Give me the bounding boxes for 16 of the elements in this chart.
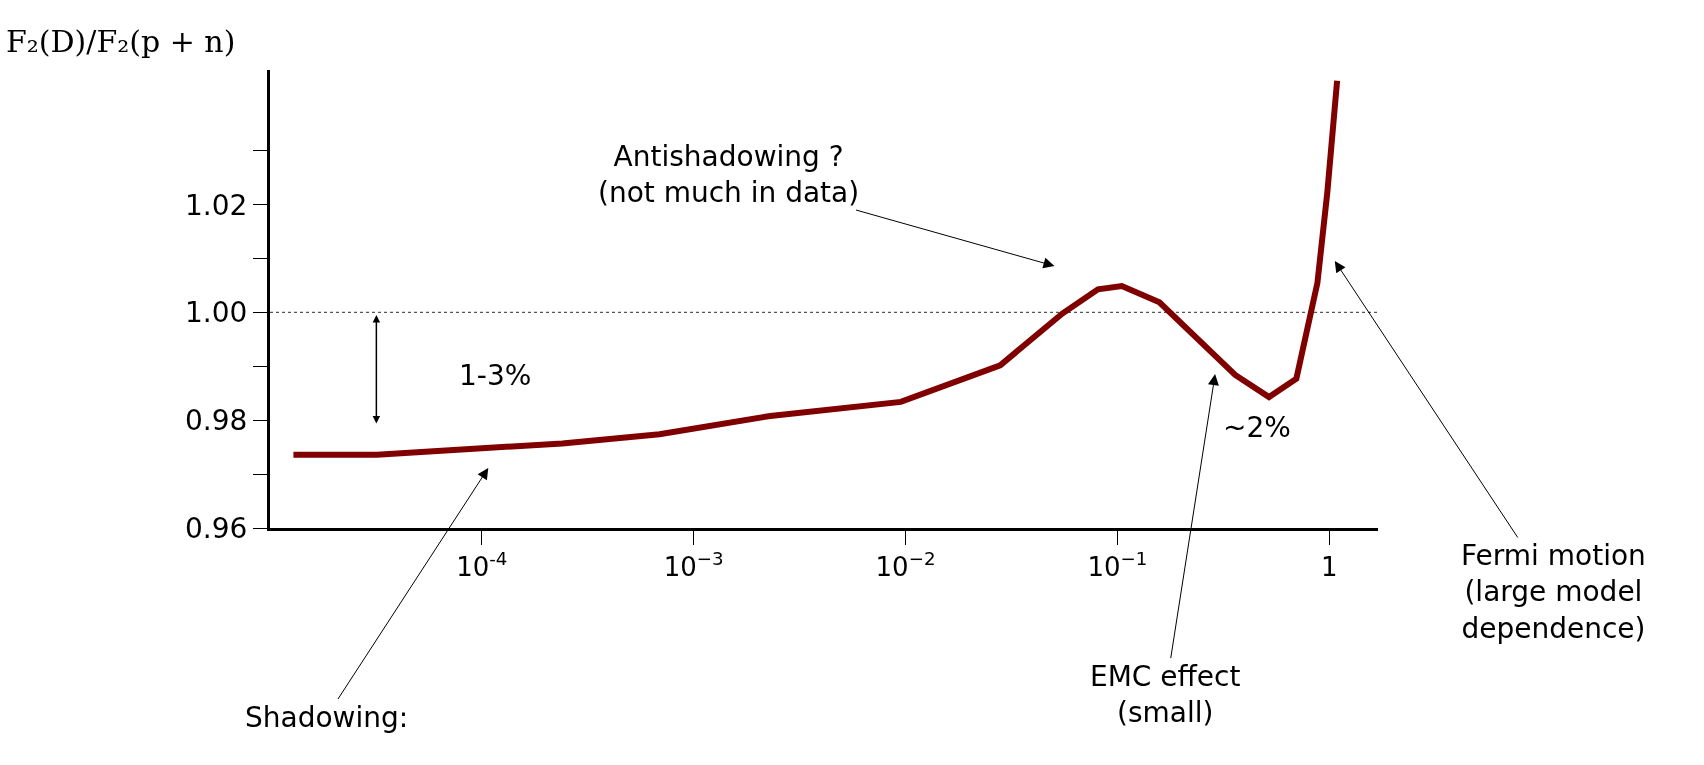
x-tick-label: 10$^{−3}$: [663, 548, 724, 583]
x-tick-label: 10$^{−1}$: [1087, 548, 1148, 583]
text: Fermi motion (large model dependence): [1461, 539, 1646, 645]
y-tick-label: 1.00: [185, 296, 248, 330]
y-tick-label: 0.96: [185, 511, 248, 545]
y-tick-label: 0.98: [185, 404, 248, 438]
annotation: ~2%: [1223, 411, 1291, 444]
x-tick-label: 10$^{-4}$: [456, 548, 508, 583]
text: Shadowing:: [245, 701, 409, 734]
text: EMC effect (small): [1090, 660, 1241, 730]
y-tick-label: 1.02: [185, 188, 248, 222]
annotation: 1-3%: [459, 359, 532, 392]
annotation: Antishadowing ? (not much in data): [598, 140, 860, 210]
y-axis-title: F₂(D)/F₂(p + n): [6, 24, 236, 59]
x-tick-label: 1: [1320, 552, 1338, 583]
x-tick-label: 10$^{−2}$: [875, 548, 936, 583]
